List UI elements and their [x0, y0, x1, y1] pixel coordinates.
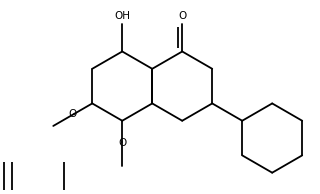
Text: O: O [69, 109, 77, 119]
Text: O: O [118, 138, 126, 148]
Text: OH: OH [114, 11, 130, 21]
Text: O: O [178, 11, 186, 21]
